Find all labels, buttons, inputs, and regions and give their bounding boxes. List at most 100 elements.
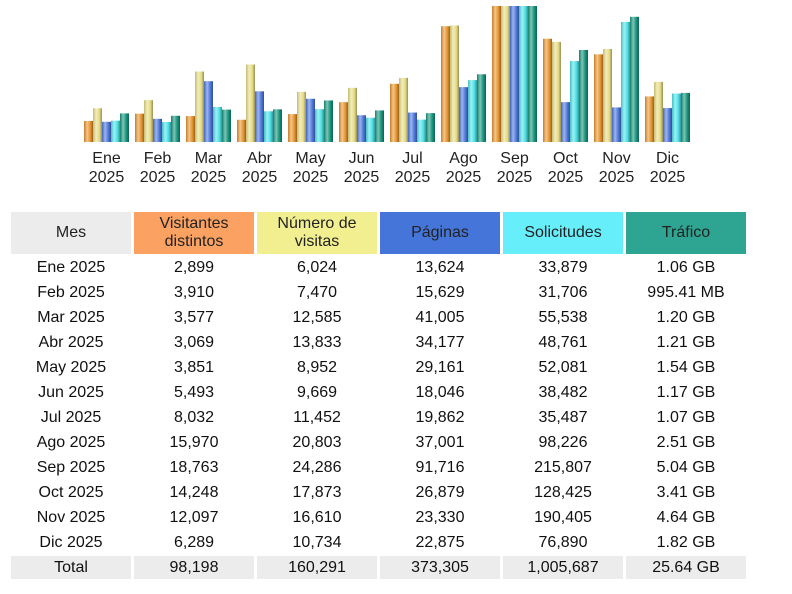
x-tick-label: 2025 [650, 169, 686, 186]
cell-month: Oct 2025 [38, 484, 104, 501]
x-tick-label: 2025 [191, 169, 227, 186]
cell-month: Ago 2025 [36, 434, 106, 451]
total-cell-traffic: 25.64 GB [626, 556, 746, 579]
x-tick-label: Oct [553, 150, 578, 167]
cell-month: Abr 2025 [38, 334, 104, 351]
total-cell-pages: 373,305 [380, 556, 500, 579]
table-row: Nov 2025 12,097 16,610 23,330 190,405 4.64 GB [11, 506, 746, 529]
bar-2-3 [246, 64, 255, 142]
cell-hits: 35,487 [538, 409, 588, 426]
table-row: Sep 2025 18,763 24,286 91,716 215,807 5.04 GB [11, 456, 746, 479]
bar-1-3 [237, 119, 246, 142]
cell-hits: 76,890 [538, 534, 588, 551]
bar-3-11 [663, 108, 672, 142]
bar-4-5 [366, 117, 375, 142]
cell-traffic: 3.41 GB [656, 484, 716, 501]
bar-2-6 [399, 77, 408, 142]
total-cell-visits: 160,291 [257, 556, 377, 579]
cell-traffic: 995.41 MB [647, 284, 725, 301]
cell-visits: 8,952 [296, 359, 338, 376]
bar-5-2 [222, 109, 231, 142]
cell-month: Ene 2025 [36, 259, 106, 276]
bar-2-11 [654, 81, 663, 142]
bar-2-4 [297, 91, 306, 142]
cell-visits: 16,610 [292, 509, 342, 526]
bar-1-0 [84, 120, 93, 142]
cell-pages: 37,001 [415, 434, 465, 451]
total-cell-month: Total [11, 556, 131, 579]
cell-hits: 128,425 [534, 484, 592, 501]
cell-pages: 91,716 [415, 459, 465, 476]
bar-4-3 [264, 111, 273, 142]
cell-visits: 12,585 [292, 309, 342, 326]
bar-4-1 [162, 122, 171, 142]
cell-traffic: 1.17 GB [656, 384, 716, 401]
x-tick-label: Abr [247, 150, 273, 167]
bar-5-11 [681, 92, 690, 142]
cell-visits: 13,833 [292, 334, 342, 351]
bar-4-8 [519, 6, 528, 142]
bar-5-8 [528, 6, 537, 142]
cell-hits: 55,538 [538, 309, 588, 326]
bar-1-10 [594, 54, 603, 143]
bar-3-0 [102, 121, 111, 142]
bar-1-5 [339, 102, 348, 142]
bar-5-4 [324, 100, 333, 142]
cell-visitors: 3,851 [173, 359, 215, 376]
bar-2-0 [93, 108, 102, 142]
bar-1-9 [543, 38, 552, 143]
bar-2-8 [501, 6, 510, 142]
x-tick-label: Feb [144, 150, 172, 167]
bar-2-1 [144, 100, 153, 142]
cell-pages: 19,862 [415, 409, 465, 426]
x-tick-label: 2025 [446, 169, 482, 186]
bar-1-8 [492, 6, 501, 142]
bar-3-8 [510, 6, 519, 142]
bar-1-7 [441, 26, 450, 143]
cell-pages: 29,161 [415, 359, 465, 376]
bar-1-6 [390, 83, 399, 142]
bar-5-10 [630, 16, 639, 142]
cell-visitors: 8,032 [173, 409, 215, 426]
x-axis-labels: Ene 2025 Feb 2025 Mar 2025 Abr 2025 May 2025 Jun 20… [89, 150, 686, 186]
cell-hits: 98,226 [538, 434, 588, 451]
cell-month: Sep 2025 [36, 459, 106, 476]
bar-4-11 [672, 93, 681, 142]
cell-visitors: 6,289 [173, 534, 215, 551]
table-row: Dic 2025 6,289 10,734 22,875 76,890 1.82 GB [11, 531, 746, 554]
bar-1-4 [288, 114, 297, 142]
x-tick-label: Ene [92, 150, 121, 167]
table-row: Feb 2025 3,910 7,470 15,629 31,706 995.41 MB [11, 281, 746, 304]
cell-visitors: 3,069 [173, 334, 215, 351]
cell-traffic: 1.06 GB [656, 259, 716, 276]
table-row: Ene 2025 2,899 6,024 13,624 33,879 1.06 GB [11, 256, 746, 279]
x-tick-label: Ago [449, 150, 478, 167]
cell-hits: 48,761 [538, 334, 588, 351]
table-row: Mar 2025 3,577 12,585 41,005 55,538 1.20 GB [11, 306, 746, 329]
x-tick-label: Jul [402, 150, 422, 167]
bar-3-10 [612, 107, 621, 142]
total-cell-visitors: 98,198 [134, 556, 254, 579]
cell-pages: 13,624 [415, 259, 465, 276]
cell-pages: 26,879 [415, 484, 465, 501]
cell-month: May 2025 [35, 359, 107, 376]
bar-3-9 [561, 102, 570, 142]
cell-hits: 190,405 [534, 509, 592, 526]
table-header-row: Mes Visitantes distintos Número de visitas… [11, 212, 746, 254]
x-tick-label: Dic [656, 150, 679, 167]
bar-3-3 [255, 91, 264, 142]
cell-visitors: 18,763 [169, 459, 219, 476]
cell-visitors: 5,493 [173, 384, 215, 401]
bar-4-9 [570, 61, 579, 142]
x-tick-label: 2025 [548, 169, 584, 186]
cell-traffic: 1.07 GB [656, 409, 716, 426]
bar-3-5 [357, 115, 366, 142]
bar-5-0 [120, 113, 129, 142]
bar-2-10 [603, 48, 612, 143]
bar-3-2 [204, 81, 213, 142]
cell-month: Dic 2025 [39, 534, 103, 551]
cell-hits: 31,706 [538, 284, 588, 301]
cell-traffic: 1.82 GB [656, 534, 716, 551]
cell-visits: 6,024 [296, 259, 338, 276]
table-row: Abr 2025 3,069 13,833 34,177 48,761 1.21 GB [11, 331, 746, 354]
